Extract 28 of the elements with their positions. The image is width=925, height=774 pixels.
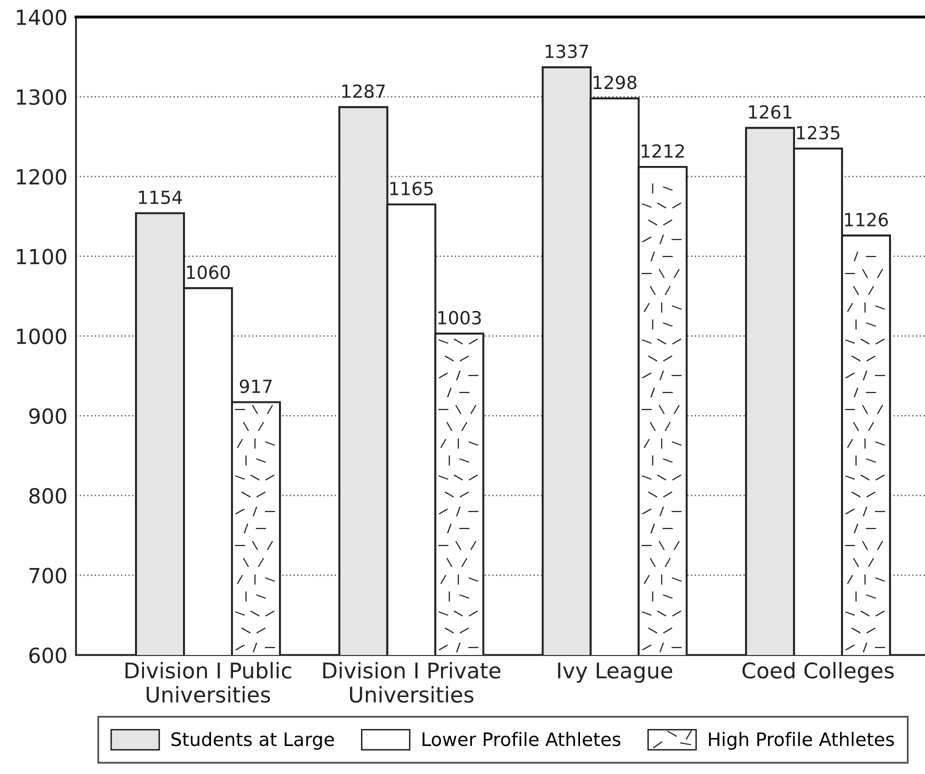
y-tick-label: 700 (30, 568, 66, 584)
data-label: 1165 (390, 182, 433, 196)
y-tick-label: 600 (29, 647, 66, 664)
y-tick-label: 900 (29, 408, 66, 424)
data-label: 1212 (642, 144, 684, 158)
x-tick-label: Division I Public Universities (126, 662, 292, 703)
legend-label: Lower Profile Athletes (422, 732, 620, 746)
data-label: 1287 (342, 84, 385, 98)
data-label: 1337 (546, 44, 588, 58)
data-label: 917 (240, 379, 272, 394)
data-label: 1154 (138, 190, 182, 204)
y-tick-label: 800 (29, 488, 66, 504)
x-tick-label: Ivy League (558, 662, 672, 683)
x-tick-label: Division I Private Universities (323, 662, 500, 703)
y-tick-label: 1300 (16, 89, 66, 105)
x-tick-label: Coed Colleges (742, 662, 894, 683)
data-label: 1261 (749, 105, 792, 119)
y-tick-label: 1400 (16, 9, 66, 26)
data-label: 1235 (797, 126, 840, 140)
y-tick-label: 1100 (16, 248, 66, 264)
legend-label: Students at Large (172, 732, 334, 750)
data-label: 1003 (438, 310, 481, 325)
legend-label: High Profile Athletes (709, 732, 894, 750)
data-label: 1298 (594, 76, 636, 90)
data-label: 1126 (845, 212, 888, 226)
data-label: 1060 (186, 265, 230, 280)
y-tick-label: 1000 (16, 328, 66, 344)
y-tick-label: 1200 (16, 168, 66, 185)
